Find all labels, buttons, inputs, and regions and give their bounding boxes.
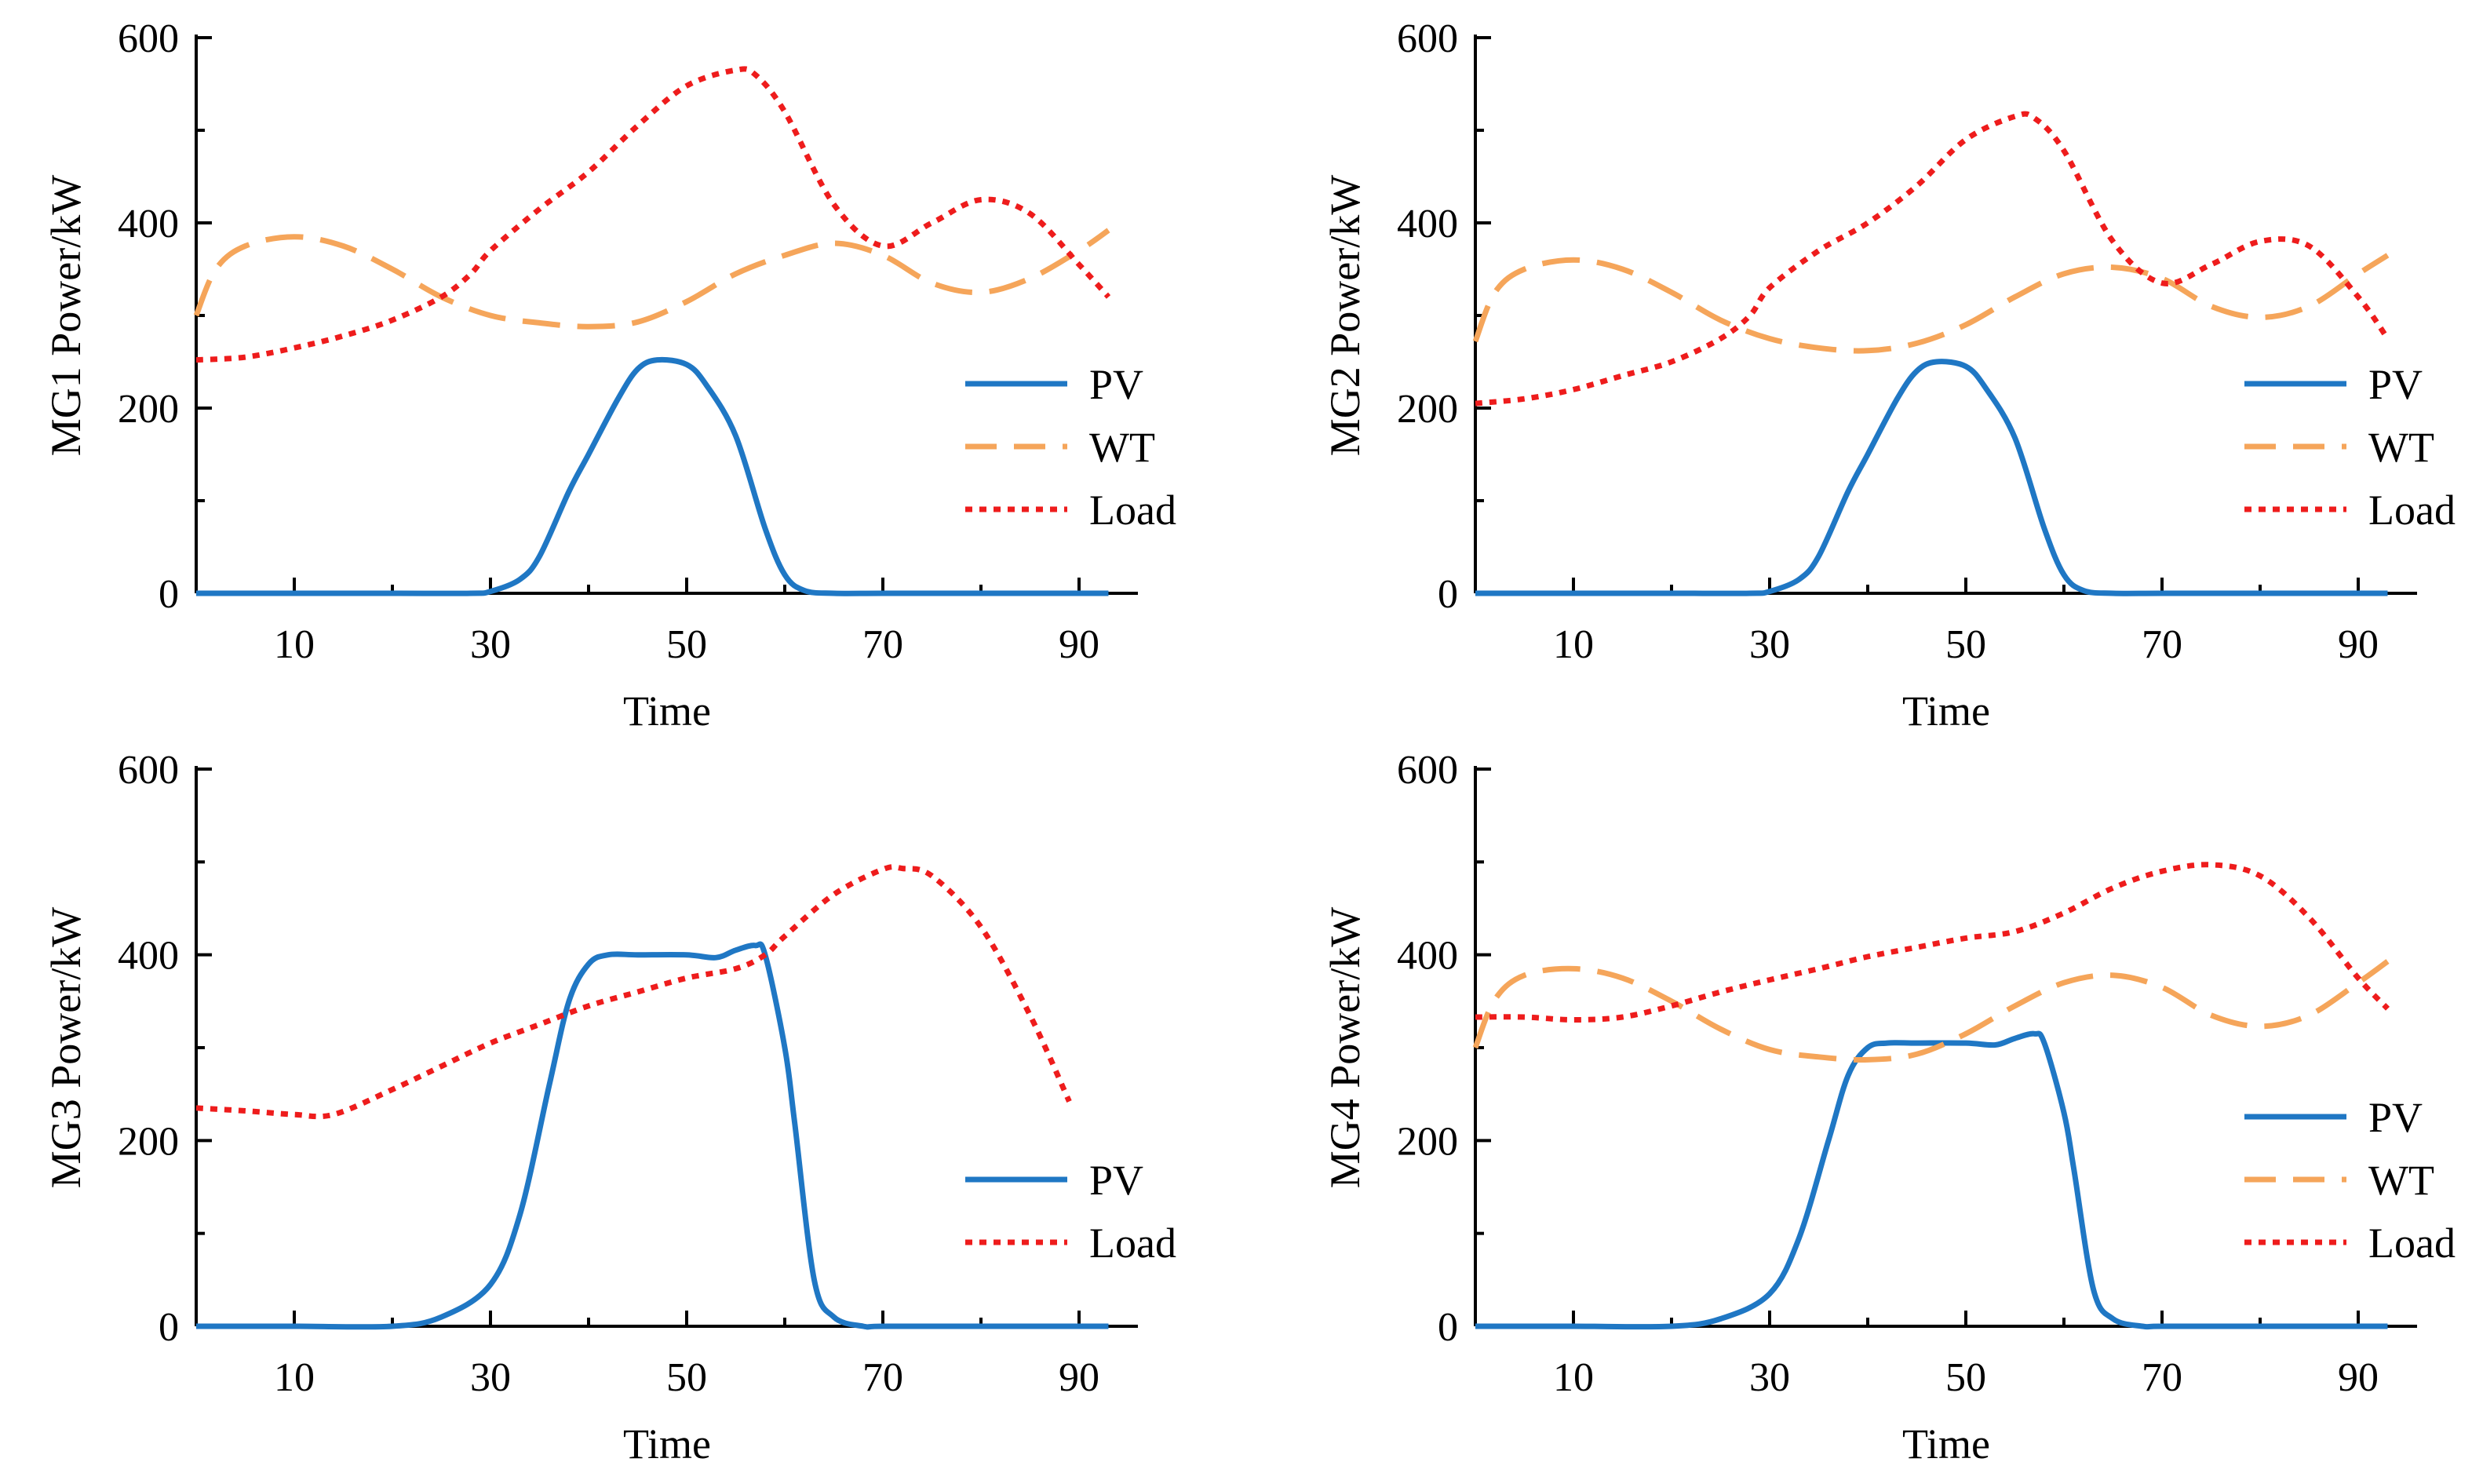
series-line-pv	[195, 356, 1109, 596]
y-tick-label: 0	[159, 572, 179, 617]
y-tick-label: 400	[1397, 202, 1458, 246]
x-tick-label: 50	[1945, 622, 1986, 667]
series-line-pv	[1475, 1030, 2388, 1330]
x-tick-label: 10	[274, 622, 315, 667]
x-tick-label: 30	[1749, 1355, 1790, 1400]
x-tick-label: 30	[470, 1355, 511, 1400]
y-tick-label: 0	[159, 1305, 179, 1350]
y-tick-label: 200	[1397, 387, 1458, 432]
y-tick-label: 600	[1397, 748, 1458, 793]
x-tick-label: 90	[2338, 1355, 2379, 1400]
legend-label-pv: PV	[1089, 361, 1143, 408]
legend-label-load: Load	[1089, 1220, 1176, 1267]
x-tick-label: 30	[1749, 622, 1790, 667]
x-axis-label: Time	[1902, 1420, 1990, 1468]
x-tick-label: 90	[1059, 1355, 1099, 1400]
chart-panel-mg1: 0 200 400 600 10 30 50 70 90 Time MG1 Power/kW PV WT…	[42, 16, 1176, 735]
chart-panel-mg4: 0 200 400 600 10 30 50 70 90 Time MG4 Power/kW PV WT…	[1322, 748, 2456, 1468]
legend-label-load: Load	[2368, 1220, 2456, 1267]
x-axis-label: Time	[623, 687, 711, 735]
legend-label-pv: PV	[2368, 361, 2423, 408]
chart-panel-mg2: 0 200 400 600 10 30 50 70 90 Time MG2 Power/kW PV WT…	[1322, 16, 2456, 735]
series-line-load	[1475, 862, 2390, 1023]
legend-label-load: Load	[1089, 487, 1176, 534]
legend-label-pv: PV	[2368, 1094, 2423, 1141]
series-line-wt	[1472, 959, 2390, 1063]
x-tick-label: 90	[2338, 622, 2379, 667]
y-axis-label: MG1 Power/kW	[42, 175, 89, 456]
x-tick-label: 70	[862, 622, 903, 667]
x-axis-label: Time	[623, 1420, 711, 1468]
legend-label-wt: WT	[1089, 424, 1155, 471]
y-tick-label: 600	[118, 16, 179, 61]
y-tick-label: 400	[118, 202, 179, 246]
x-tick-label: 30	[470, 622, 511, 667]
y-tick-label: 200	[118, 387, 179, 432]
x-tick-label: 10	[1553, 1355, 1594, 1400]
y-tick-label: 200	[1397, 1119, 1458, 1164]
y-tick-label: 600	[118, 748, 179, 793]
x-tick-label: 70	[2142, 622, 2182, 667]
y-tick-label: 0	[1438, 572, 1458, 617]
y-tick-label: 600	[1397, 16, 1458, 61]
y-axis-label: MG3 Power/kW	[42, 907, 89, 1188]
series-line-wt	[1472, 253, 2390, 354]
series-line-load	[195, 66, 1111, 363]
legend-label-wt: WT	[2368, 1157, 2434, 1204]
y-tick-label: 200	[118, 1119, 179, 1164]
y-axis-label: MG4 Power/kW	[1322, 907, 1369, 1188]
x-tick-label: 50	[1945, 1355, 1986, 1400]
legend-label-wt: WT	[2368, 424, 2434, 471]
x-axis-label: Time	[1902, 687, 1990, 735]
x-tick-label: 50	[666, 622, 707, 667]
series-line-pv	[195, 941, 1109, 1330]
legend-label-pv: PV	[1089, 1157, 1143, 1204]
x-tick-label: 90	[1059, 622, 1099, 667]
y-tick-label: 400	[118, 934, 179, 979]
chart-panel-mg3: 0 200 400 600 10 30 50 70 90 Time MG3 Power/kW PV Lo…	[42, 748, 1176, 1468]
y-axis-label: MG2 Power/kW	[1322, 175, 1369, 456]
legend-label-load: Load	[2368, 487, 2456, 534]
series-line-wt	[193, 228, 1110, 330]
x-tick-label: 70	[862, 1355, 903, 1400]
series-line-load	[195, 864, 1072, 1120]
x-tick-label: 10	[1553, 622, 1594, 667]
y-tick-label: 400	[1397, 934, 1458, 979]
x-tick-label: 10	[274, 1355, 315, 1400]
series-line-pv	[1475, 359, 2388, 596]
x-tick-label: 70	[2142, 1355, 2182, 1400]
x-tick-label: 50	[666, 1355, 707, 1400]
y-tick-label: 0	[1438, 1305, 1458, 1350]
series-line-load	[1475, 111, 2390, 407]
